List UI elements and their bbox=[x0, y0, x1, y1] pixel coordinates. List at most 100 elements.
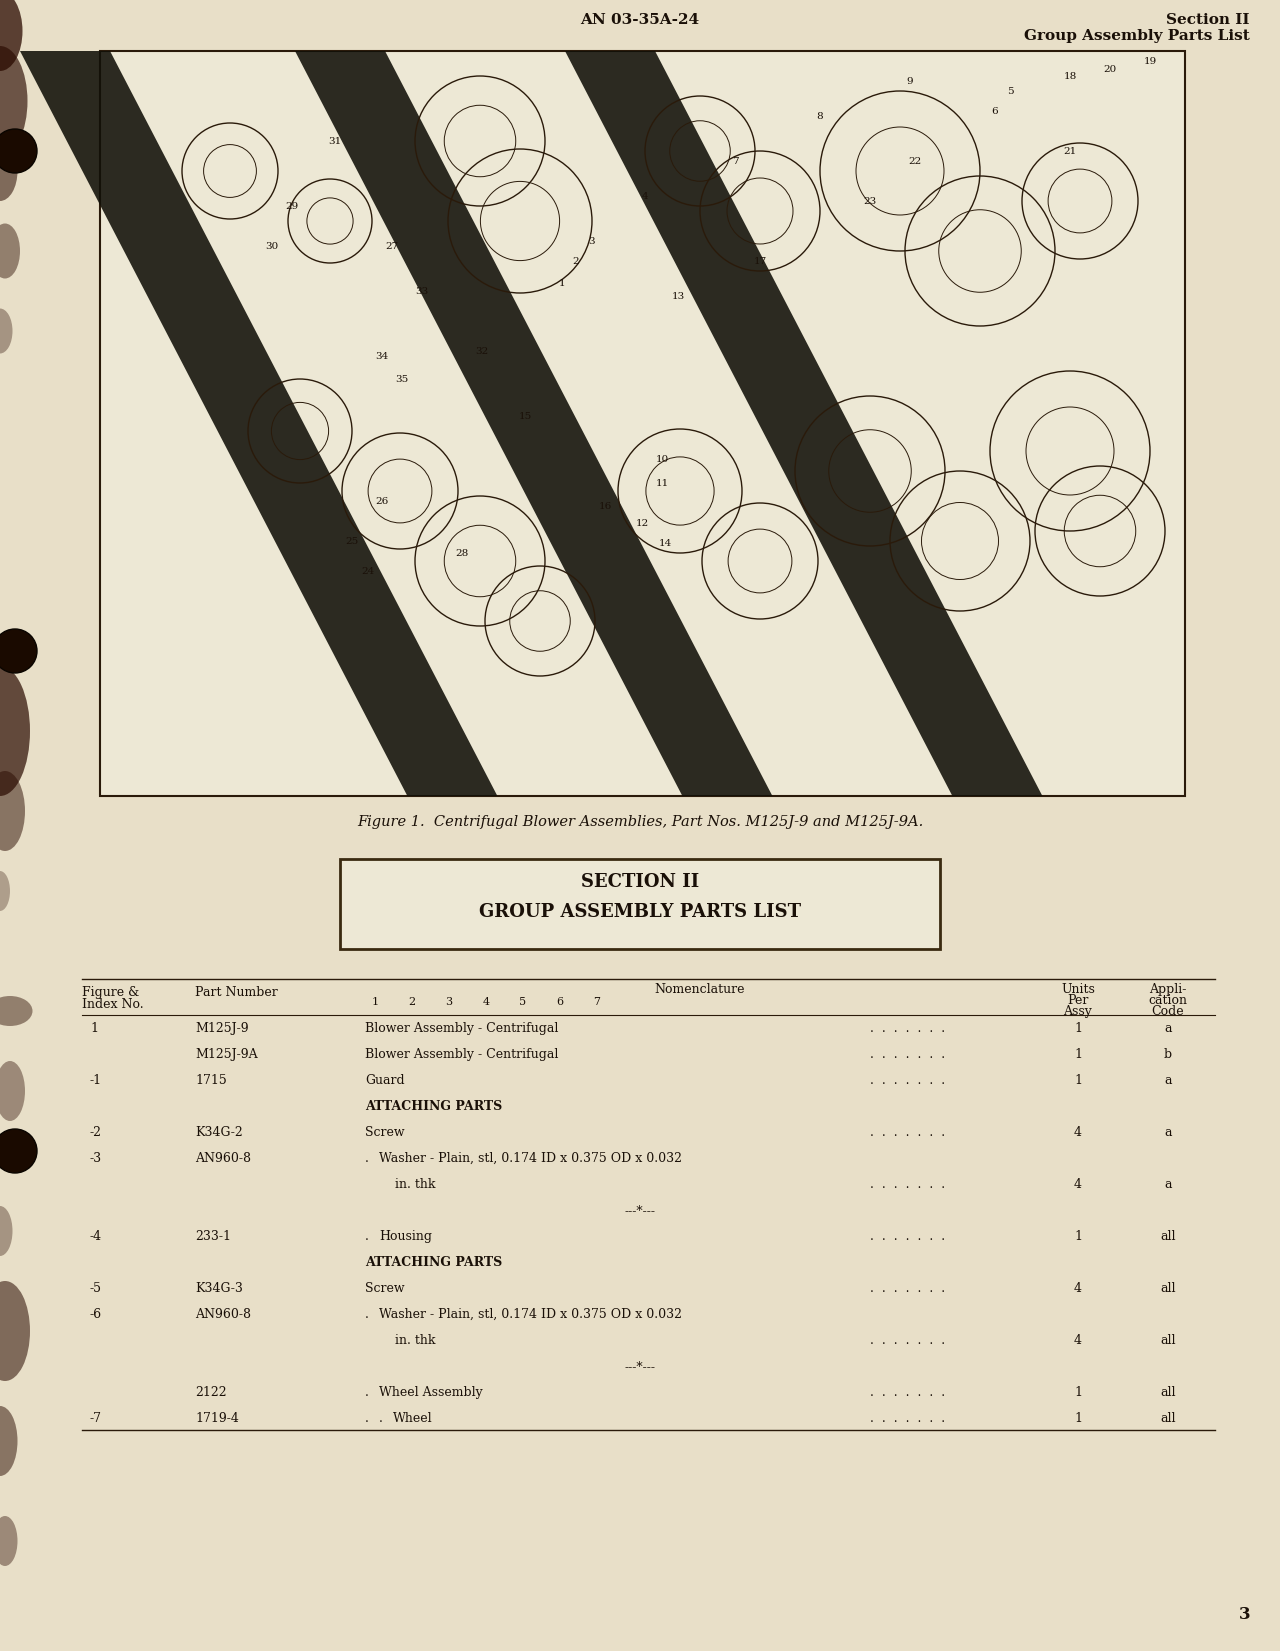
Text: 9: 9 bbox=[906, 76, 914, 86]
Polygon shape bbox=[20, 51, 498, 796]
Text: all: all bbox=[1160, 1281, 1176, 1294]
Text: Blower Assembly - Centrifugal: Blower Assembly - Centrifugal bbox=[365, 1022, 558, 1035]
Ellipse shape bbox=[0, 1205, 13, 1256]
Text: 3: 3 bbox=[445, 997, 453, 1007]
Text: 3: 3 bbox=[1238, 1606, 1251, 1623]
Text: .  .  .  .  .  .  .: . . . . . . . bbox=[870, 1048, 945, 1062]
Text: .  .  .  .  .  .  .: . . . . . . . bbox=[870, 1126, 945, 1139]
Text: ATTACHING PARTS: ATTACHING PARTS bbox=[365, 1256, 502, 1270]
Ellipse shape bbox=[0, 771, 26, 850]
Text: all: all bbox=[1160, 1385, 1176, 1398]
Text: .  .  .  .  .  .  .: . . . . . . . bbox=[870, 1022, 945, 1035]
Ellipse shape bbox=[0, 1407, 18, 1476]
Text: all: all bbox=[1160, 1334, 1176, 1347]
Text: 18: 18 bbox=[1064, 71, 1076, 81]
Ellipse shape bbox=[0, 223, 20, 279]
Text: 7: 7 bbox=[594, 997, 600, 1007]
Ellipse shape bbox=[0, 665, 29, 796]
Text: M125J-9: M125J-9 bbox=[195, 1022, 248, 1035]
Text: 5: 5 bbox=[520, 997, 526, 1007]
Text: Screw: Screw bbox=[365, 1126, 404, 1139]
Text: .  .  .  .  .  .  .: . . . . . . . bbox=[870, 1385, 945, 1398]
Text: Housing: Housing bbox=[379, 1230, 433, 1243]
Text: 1: 1 bbox=[1074, 1048, 1082, 1062]
Text: 1: 1 bbox=[558, 279, 566, 287]
Text: 30: 30 bbox=[265, 241, 279, 251]
Ellipse shape bbox=[0, 996, 32, 1025]
Text: 25: 25 bbox=[346, 537, 358, 545]
Text: 11: 11 bbox=[655, 479, 668, 487]
Text: in. thk: in. thk bbox=[396, 1179, 435, 1190]
Text: .  .  .  .  .  .  .: . . . . . . . bbox=[870, 1412, 945, 1425]
Text: a: a bbox=[1165, 1179, 1171, 1190]
Circle shape bbox=[0, 129, 37, 173]
Text: 21: 21 bbox=[1064, 147, 1076, 155]
Text: AN 03-35A-24: AN 03-35A-24 bbox=[580, 13, 700, 26]
Text: K34G-3: K34G-3 bbox=[195, 1281, 243, 1294]
Text: 4: 4 bbox=[483, 997, 489, 1007]
Text: AN960-8: AN960-8 bbox=[195, 1152, 251, 1166]
Text: 24: 24 bbox=[361, 566, 375, 576]
Text: 1: 1 bbox=[371, 997, 379, 1007]
Text: all: all bbox=[1160, 1230, 1176, 1243]
Text: .: . bbox=[365, 1385, 369, 1398]
Text: 7: 7 bbox=[732, 157, 739, 165]
Text: ---*---: ---*--- bbox=[625, 1204, 655, 1217]
Text: Appli-: Appli- bbox=[1149, 982, 1187, 996]
Ellipse shape bbox=[0, 1516, 18, 1567]
Text: ATTACHING PARTS: ATTACHING PARTS bbox=[365, 1100, 502, 1113]
Text: -6: -6 bbox=[90, 1308, 102, 1321]
Text: 1: 1 bbox=[1074, 1022, 1082, 1035]
Text: 32: 32 bbox=[475, 347, 489, 355]
Text: a: a bbox=[1165, 1126, 1171, 1139]
Text: AN960-8: AN960-8 bbox=[195, 1308, 251, 1321]
Polygon shape bbox=[294, 51, 772, 796]
Text: Nomenclature: Nomenclature bbox=[655, 982, 745, 996]
Text: 26: 26 bbox=[375, 497, 389, 505]
Text: 31: 31 bbox=[329, 137, 342, 145]
Text: 6: 6 bbox=[992, 107, 998, 116]
Text: 12: 12 bbox=[635, 518, 649, 528]
Text: .: . bbox=[365, 1230, 369, 1243]
Text: 3: 3 bbox=[589, 236, 595, 246]
Text: 233-1: 233-1 bbox=[195, 1230, 230, 1243]
Text: Washer - Plain, stl, 0.174 ID x 0.375 OD x 0.032: Washer - Plain, stl, 0.174 ID x 0.375 OD… bbox=[379, 1152, 682, 1166]
Text: 22: 22 bbox=[909, 157, 922, 165]
Text: 35: 35 bbox=[396, 375, 408, 383]
Text: Figure 1.  Centrifugal Blower Assemblies, Part Nos. M125J-9 and M125J-9A.: Figure 1. Centrifugal Blower Assemblies,… bbox=[357, 816, 923, 829]
Text: 1719-4: 1719-4 bbox=[195, 1412, 239, 1425]
Text: .  .  .  .  .  .  .: . . . . . . . bbox=[870, 1075, 945, 1086]
Text: Group Assembly Parts List: Group Assembly Parts List bbox=[1024, 30, 1251, 43]
Text: 29: 29 bbox=[285, 201, 298, 210]
Text: M125J-9A: M125J-9A bbox=[195, 1048, 257, 1062]
Ellipse shape bbox=[0, 309, 13, 353]
Text: Units: Units bbox=[1061, 982, 1094, 996]
Text: .  .  .  .  .  .  .: . . . . . . . bbox=[870, 1281, 945, 1294]
Text: 27: 27 bbox=[385, 241, 398, 251]
Text: Section II: Section II bbox=[1166, 13, 1251, 26]
Text: 4: 4 bbox=[1074, 1126, 1082, 1139]
Text: all: all bbox=[1160, 1412, 1176, 1425]
Text: 1: 1 bbox=[1074, 1412, 1082, 1425]
Text: 6: 6 bbox=[557, 997, 563, 1007]
Text: 19: 19 bbox=[1143, 56, 1157, 66]
Text: 20: 20 bbox=[1103, 64, 1116, 74]
Text: Index No.: Index No. bbox=[82, 997, 143, 1010]
Text: -3: -3 bbox=[90, 1152, 102, 1166]
Text: cation: cation bbox=[1148, 994, 1188, 1007]
Text: 28: 28 bbox=[456, 548, 468, 558]
Ellipse shape bbox=[0, 872, 10, 911]
Text: 14: 14 bbox=[658, 538, 672, 548]
Text: 4: 4 bbox=[1074, 1334, 1082, 1347]
Text: Per: Per bbox=[1068, 994, 1089, 1007]
Text: Code: Code bbox=[1152, 1005, 1184, 1019]
Text: b: b bbox=[1164, 1048, 1172, 1062]
Text: Screw: Screw bbox=[365, 1281, 404, 1294]
Text: a: a bbox=[1165, 1075, 1171, 1086]
Text: Blower Assembly - Centrifugal: Blower Assembly - Centrifugal bbox=[365, 1048, 558, 1062]
Text: Wheel: Wheel bbox=[393, 1412, 433, 1425]
Ellipse shape bbox=[0, 1062, 26, 1121]
Text: -7: -7 bbox=[90, 1412, 102, 1425]
Text: 4: 4 bbox=[1074, 1281, 1082, 1294]
Bar bbox=[340, 859, 940, 949]
